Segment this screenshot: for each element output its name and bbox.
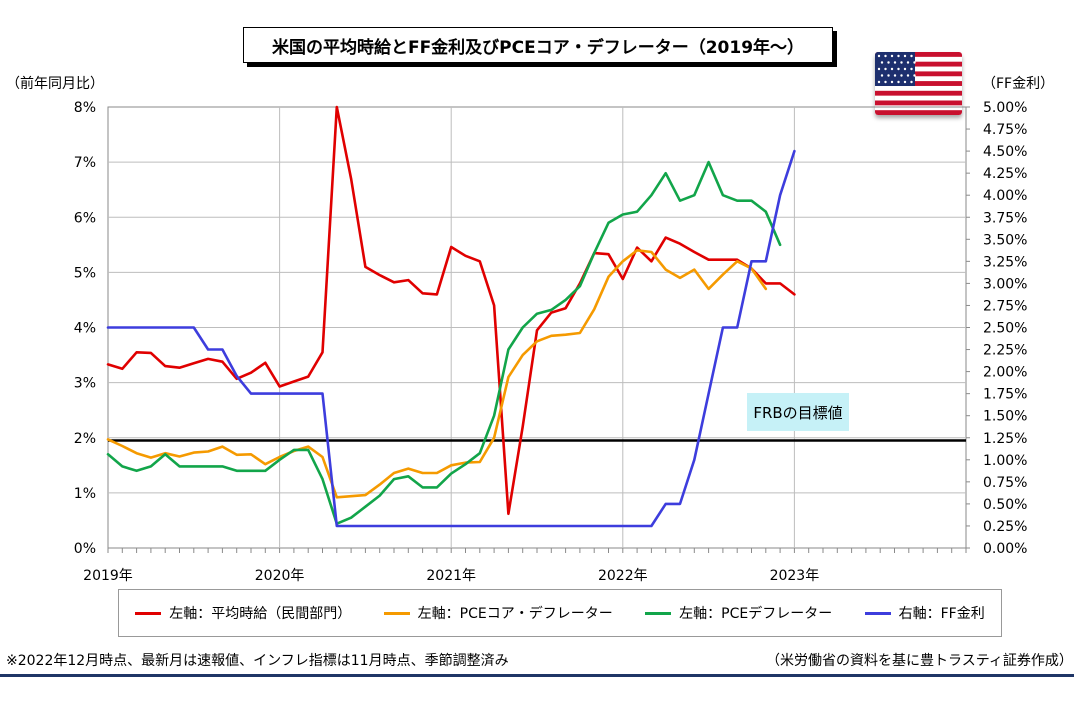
flag-star bbox=[910, 54, 913, 58]
x-tick-label: 2019年 bbox=[83, 568, 133, 584]
x-tick-label: 2023年 bbox=[770, 568, 820, 584]
y-left-tick-label: 0% bbox=[74, 541, 96, 557]
y-left-tick-label: 4% bbox=[74, 321, 96, 337]
y-left-tick-label: 5% bbox=[74, 265, 96, 281]
legend-swatch-pce bbox=[645, 611, 672, 615]
series-line-pce bbox=[106, 160, 782, 526]
legend-item-pce: 左軸：PCEデフレーター bbox=[645, 603, 832, 623]
y-right-tick-label: 3.25% bbox=[983, 254, 1027, 270]
legend-item-ff: 右軸：FF金利 bbox=[864, 603, 985, 623]
right-axis-title: （FF金利） bbox=[982, 76, 1055, 92]
flag-star bbox=[890, 54, 894, 58]
bottom-rule bbox=[0, 674, 1074, 677]
chart-title: 米国の平均時給とFF金利及びPCEコア・デフレーター（2019年～） bbox=[243, 27, 833, 63]
y-right-tick-label: 4.25% bbox=[983, 166, 1027, 182]
flag-star bbox=[897, 67, 900, 71]
flag-star bbox=[884, 67, 887, 71]
us-flag-icon bbox=[875, 52, 962, 115]
flag-star bbox=[897, 80, 900, 84]
legend-swatch-ff bbox=[864, 611, 891, 615]
flag-star bbox=[906, 61, 910, 64]
x-tick-label: 2020年 bbox=[255, 568, 305, 584]
flag-star bbox=[893, 74, 897, 77]
legend-swatch-core-pce bbox=[383, 611, 410, 615]
y-right-tick-label: 1.75% bbox=[983, 387, 1027, 403]
y-right-tick-label: 1.00% bbox=[983, 453, 1027, 469]
y-right-tick-label: 4.75% bbox=[983, 122, 1027, 138]
y-left-tick-label: 6% bbox=[74, 210, 96, 226]
flag-star bbox=[903, 54, 907, 58]
y-right-tick-label: 4.00% bbox=[983, 188, 1027, 204]
flag-star bbox=[893, 61, 897, 64]
y-right-tick-label: 2.25% bbox=[983, 343, 1027, 359]
legend-item-core-pce: 左軸：PCEコア・デフレーター bbox=[383, 603, 613, 623]
legend-label-wage: 左軸：平均時給（民間部門） bbox=[169, 606, 352, 622]
flag-star bbox=[910, 80, 913, 84]
legend-swatch-wage bbox=[135, 611, 162, 615]
flag-star bbox=[887, 61, 890, 64]
flag-star bbox=[906, 74, 910, 77]
y-right-tick-label: 2.00% bbox=[983, 365, 1027, 381]
flag-star bbox=[884, 54, 887, 58]
y-right-tick-label: 5.00% bbox=[983, 100, 1027, 116]
footnote-right: （米労働省の資料を基に豊トラスティ証券作成） bbox=[766, 653, 1073, 669]
y-right-tick-label: 2.50% bbox=[983, 321, 1027, 337]
flag-star bbox=[903, 80, 907, 84]
y-right-tick-label: 4.50% bbox=[983, 144, 1027, 160]
y-right-tick-label: 0.50% bbox=[983, 497, 1027, 513]
y-right-tick-label: 3.75% bbox=[983, 210, 1027, 226]
y-left-tick-label: 3% bbox=[74, 376, 96, 392]
footnote-left: ※2022年12月時点、最新月は速報値、インフレ指標は11月時点、季節調整済み bbox=[6, 653, 509, 669]
series-line-core-pce bbox=[106, 249, 768, 499]
flag-star bbox=[910, 67, 913, 71]
y-right-tick-label: 3.50% bbox=[983, 232, 1027, 248]
flag-star bbox=[903, 67, 907, 71]
flag-star bbox=[877, 67, 881, 71]
flag-star bbox=[884, 80, 887, 84]
y-left-tick-label: 2% bbox=[74, 431, 96, 447]
flag-star bbox=[880, 61, 884, 64]
y-left-tick-label: 7% bbox=[74, 155, 96, 171]
y-right-tick-label: 3.00% bbox=[983, 276, 1027, 292]
flag-star bbox=[913, 74, 916, 77]
flag-star bbox=[890, 80, 894, 84]
flag-star bbox=[880, 74, 884, 77]
flag-star bbox=[913, 61, 916, 64]
legend-item-wage: 左軸：平均時給（民間部門） bbox=[135, 603, 351, 623]
x-tick-label: 2021年 bbox=[426, 568, 476, 584]
y-left-tick-label: 8% bbox=[74, 100, 96, 116]
flag-star bbox=[900, 61, 903, 64]
legend-label-core-pce: 左軸：PCEコア・デフレーター bbox=[417, 606, 613, 622]
flag-star bbox=[877, 54, 881, 58]
left-axis-title: （前年同月比） bbox=[6, 76, 104, 92]
y-right-tick-label: 1.50% bbox=[983, 409, 1027, 425]
flag-star bbox=[887, 74, 890, 77]
flag-star bbox=[897, 54, 900, 58]
flag-star bbox=[890, 67, 894, 71]
target-label: FRBの目標値 bbox=[747, 393, 849, 431]
y-right-tick-label: 0.25% bbox=[983, 519, 1027, 535]
y-right-tick-label: 0.00% bbox=[983, 541, 1027, 557]
flag-star bbox=[900, 74, 903, 77]
chart-legend: 左軸：平均時給（民間部門） 左軸：PCEコア・デフレーター 左軸：PCEデフレー… bbox=[118, 589, 1002, 637]
y-right-tick-label: 1.25% bbox=[983, 431, 1027, 447]
line-chart: 0% 1% 2% 3% 4% 5% 6% 7% 8% 0.00% 0.25% 0.50% 0.75% 1.… bbox=[74, 100, 1028, 584]
series-line-wage bbox=[106, 105, 796, 516]
y-left-tick-label: 1% bbox=[74, 486, 96, 502]
y-right-tick-label: 2.75% bbox=[983, 298, 1027, 314]
x-tick-label: 2022年 bbox=[598, 568, 648, 584]
flag-star bbox=[877, 80, 881, 84]
legend-label-pce: 左軸：PCEデフレーター bbox=[679, 606, 833, 622]
series-line-ff bbox=[106, 149, 796, 528]
y-right-tick-label: 0.75% bbox=[983, 475, 1027, 491]
legend-label-ff: 右軸：FF金利 bbox=[898, 606, 985, 622]
